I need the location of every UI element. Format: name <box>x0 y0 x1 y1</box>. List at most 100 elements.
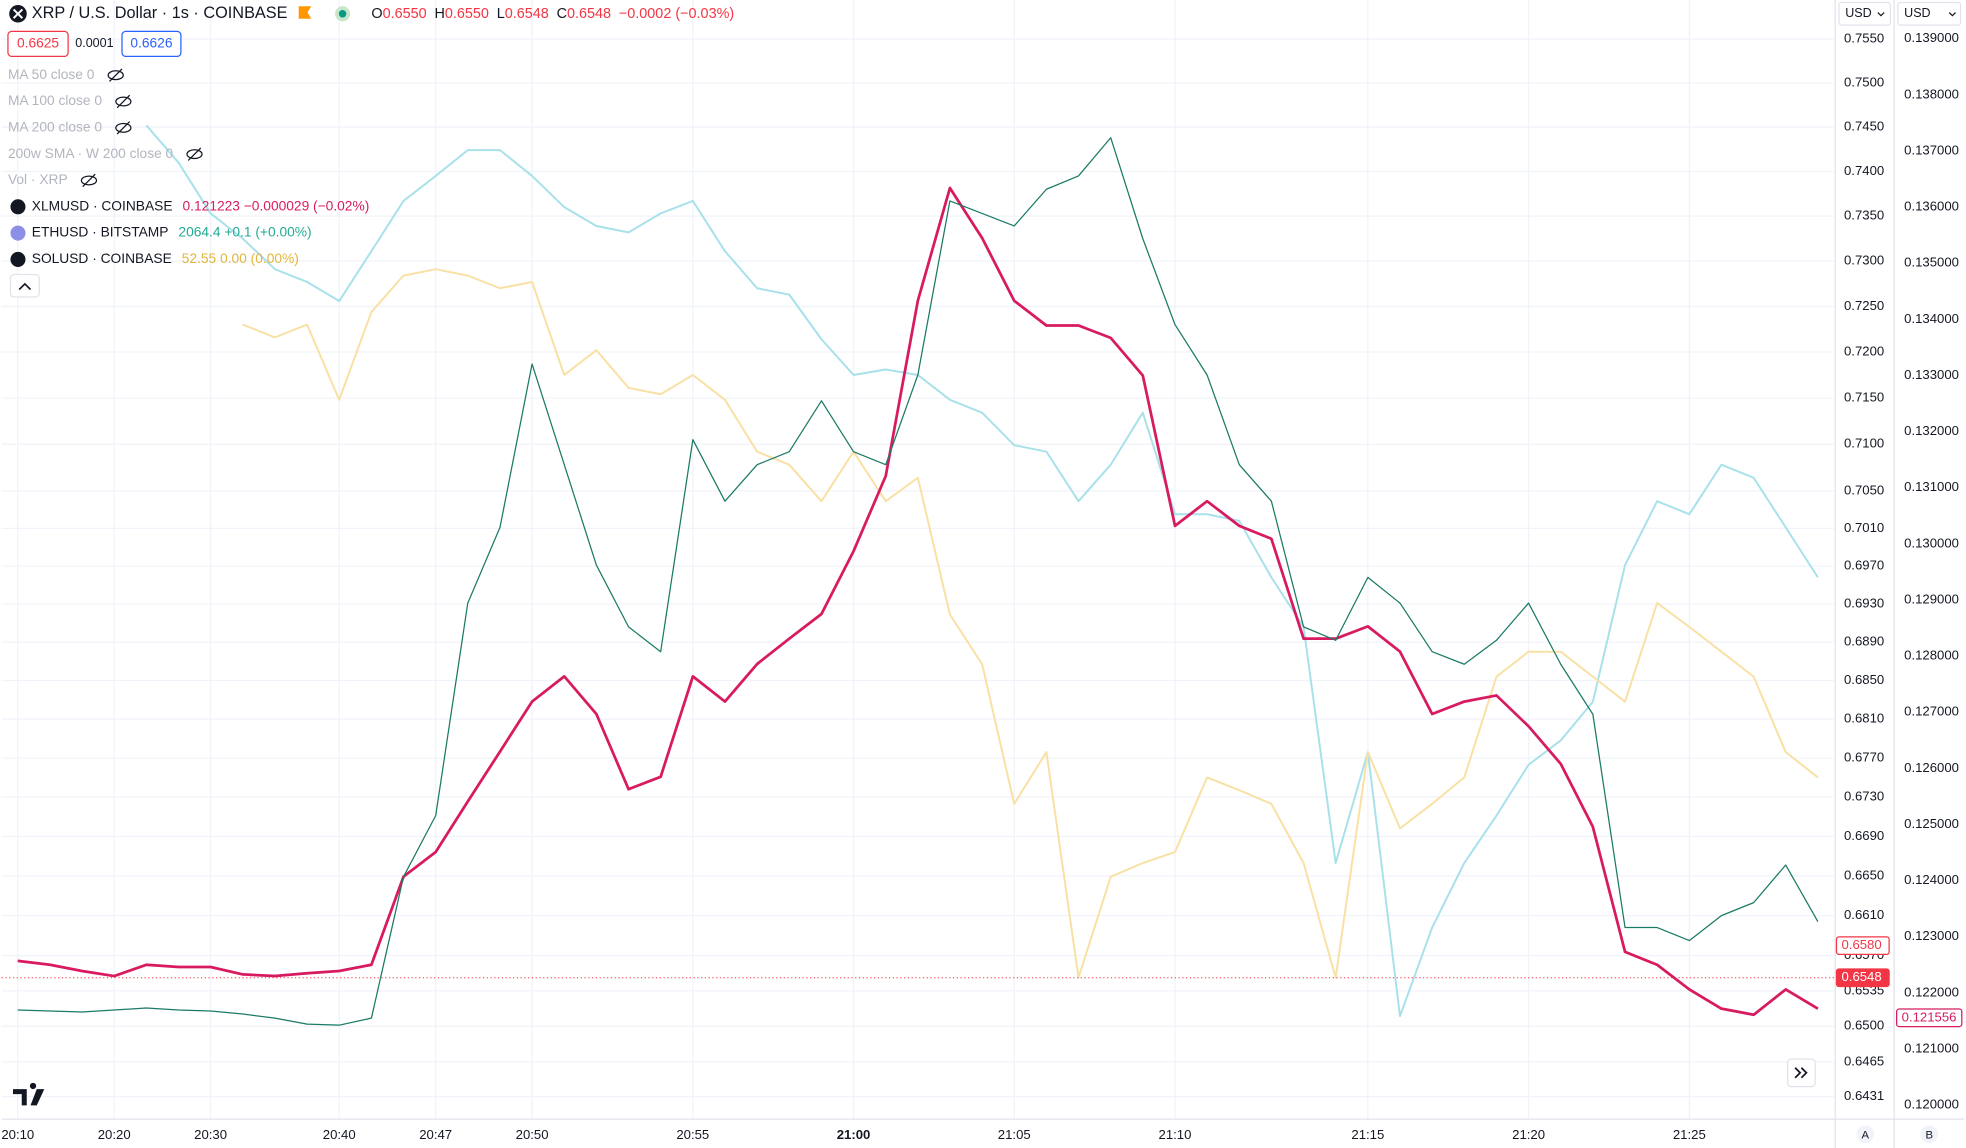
price-tag-label: 0.6548 <box>1841 969 1881 984</box>
y2-tick-label: 0.131000 <box>1904 479 1959 494</box>
y-tick-label: 0.6690 <box>1844 828 1884 843</box>
y-tick-label: 0.6890 <box>1844 634 1884 649</box>
y2-tick-label: 0.123000 <box>1904 928 1959 943</box>
indicator-label[interactable]: Vol · XRP <box>8 172 68 187</box>
y-tick-label: 0.7550 <box>1844 31 1884 46</box>
scroll-button[interactable] <box>1786 1058 1816 1088</box>
ohlc-key: O <box>371 6 382 22</box>
collapse-box[interactable] <box>9 273 40 298</box>
y2-tick-label: 0.133000 <box>1904 367 1959 382</box>
ohlc-change: −0.0002 (−0.03%) <box>619 6 734 22</box>
visibility-icon <box>186 149 203 160</box>
legend-icon <box>10 225 26 241</box>
y-tick-label: 0.6650 <box>1844 867 1884 882</box>
visibility-icon <box>80 175 98 186</box>
y2-tick-label: 0.139000 <box>1904 30 1959 45</box>
indicator-list: MA 50 close 0 MA 100 close 0 MA 200 close … <box>8 67 203 188</box>
y-tick-label: 0.7050 <box>1844 482 1884 497</box>
scroll-icon <box>1794 1067 1808 1079</box>
series-line <box>145 124 1819 1018</box>
bid: 0.6625 <box>17 36 59 51</box>
ohlc: O0.6550 H0.6550 L0.6548 C0.6548 −0.0002 … <box>371 6 734 22</box>
ohlc-value: 0.6550 <box>383 6 427 22</box>
y-tick-label: 0.7500 <box>1844 74 1884 89</box>
legend-name[interactable]: SOLUSD · COINBASE <box>32 251 172 266</box>
visibility-strike <box>109 68 123 82</box>
ohlc-key: H <box>434 6 444 22</box>
indicator-label[interactable]: MA 50 close 0 <box>8 67 95 82</box>
y2-tick-label: 0.128000 <box>1904 648 1959 663</box>
price-tag <box>1835 968 1890 988</box>
ask-box[interactable] <box>121 30 182 58</box>
legend-icon <box>10 199 26 215</box>
legend-value: 0.121223 −0.000029 (−0.02%) <box>183 198 370 213</box>
y-tick-label: 0.7350 <box>1844 208 1884 223</box>
header: XRP / U.S. Dollar · 1s · COINBASE O0.655… <box>7 4 734 58</box>
grid <box>1 0 1834 1120</box>
flag-icon[interactable] <box>298 6 312 19</box>
collapse-button[interactable] <box>9 273 40 298</box>
legend: XLMUSD · COINBASE 0.121223 −0.000029 (−0.… <box>10 198 369 267</box>
price-tag-label: 0.6580 <box>1841 937 1881 952</box>
y2-tick-label: 0.135000 <box>1904 255 1959 270</box>
spread: 0.0001 <box>75 36 113 50</box>
currency-right[interactable]: USD <box>1904 6 1930 20</box>
series-line <box>17 186 1819 1017</box>
y-tick-label: 0.6431 <box>1844 1088 1884 1103</box>
collapse-icon <box>18 282 32 291</box>
scale-button[interactable] <box>1856 1125 1875 1143</box>
y2-tick-label: 0.136000 <box>1904 199 1959 214</box>
y-tick-label: 0.6465 <box>1844 1053 1884 1068</box>
y2-tick-label: 0.138000 <box>1904 86 1959 101</box>
y2-tick-label: 0.121000 <box>1904 1040 1959 1055</box>
legend-name[interactable]: XLMUSD · COINBASE <box>32 198 173 213</box>
legend-value: 2064.4 +0.1 (+0.00%) <box>178 225 311 240</box>
ohlc-value: 0.6550 <box>445 6 489 22</box>
y2-tick-label: 0.129000 <box>1904 591 1959 606</box>
x-tick-label: 20:20 <box>98 1127 131 1142</box>
y2-tick-label: 0.132000 <box>1904 423 1959 438</box>
y-tick-label: 0.7200 <box>1844 344 1884 359</box>
y2-tick-label: 0.122000 <box>1904 984 1959 999</box>
scale-label[interactable]: A <box>1862 1129 1870 1141</box>
symbol-icon-glyph <box>12 8 24 19</box>
visibility-icon <box>115 122 132 133</box>
currency-left[interactable]: USD <box>1845 6 1871 20</box>
logo-mark <box>12 1082 45 1106</box>
currency-button[interactable] <box>1897 1 1962 26</box>
y2-tick-label: 0.134000 <box>1904 311 1959 326</box>
dropdown-icon <box>1948 12 1956 17</box>
currency-button[interactable] <box>1838 1 1891 26</box>
x-tick-label: 21:10 <box>1159 1127 1192 1142</box>
y-tick-label: 0.7400 <box>1844 163 1884 178</box>
series-line <box>17 137 1819 1026</box>
indicator-label[interactable]: 200w SMA · W 200 close 0 <box>8 146 174 161</box>
y-tick-label: 0.7300 <box>1844 253 1884 268</box>
visibility-strike <box>116 121 131 135</box>
y-tick-label: 0.6610 <box>1844 907 1884 922</box>
x-tick-label: 20:40 <box>323 1127 356 1142</box>
legend-name[interactable]: ETHUSD · BITSTAMP <box>32 225 169 240</box>
ohlc-value: 0.6548 <box>567 6 611 22</box>
symbol-title[interactable]: XRP / U.S. Dollar · 1s · COINBASE <box>32 4 288 22</box>
y-tick-label: 0.7450 <box>1844 119 1884 134</box>
y-tick-label: 0.7100 <box>1844 436 1884 451</box>
scale-button[interactable] <box>1920 1125 1938 1143</box>
plot-area <box>1 124 1834 1026</box>
y2-tick-label: 0.130000 <box>1904 535 1959 550</box>
ohlc-value: 0.6548 <box>505 6 549 22</box>
bid-box[interactable] <box>7 30 69 58</box>
indicator-label[interactable]: MA 100 close 0 <box>8 93 102 108</box>
x-tick-label: 20:55 <box>676 1127 709 1142</box>
status-dot-core <box>338 10 347 18</box>
tv-logo <box>12 1082 45 1106</box>
scale-label[interactable]: B <box>1925 1129 1933 1141</box>
legend-value: 52.55 0.00 (0.00%) <box>182 251 299 266</box>
indicator-label[interactable]: MA 200 close 0 <box>8 119 102 134</box>
visibility-icon <box>107 70 124 81</box>
scroll-box[interactable] <box>1786 1058 1816 1088</box>
x-tick-label: 20:50 <box>516 1127 549 1142</box>
